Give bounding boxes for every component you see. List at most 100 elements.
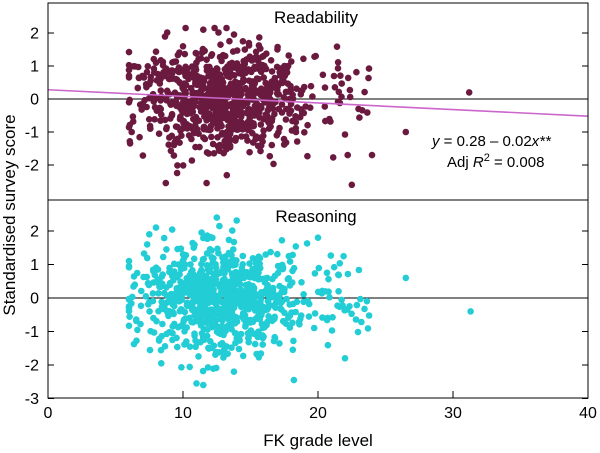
reasoning-point: [210, 365, 217, 373]
reasoning-point: [242, 323, 249, 330]
readability-point: [129, 113, 137, 120]
reasoning-point: [158, 360, 165, 367]
readability-point: [341, 131, 349, 138]
readability-point: [164, 68, 171, 76]
readability-point: [298, 109, 306, 117]
reasoning-point: [363, 297, 371, 305]
readability-point: [221, 143, 229, 150]
reasoning-point: [138, 287, 145, 295]
reasoning-point: [186, 279, 194, 286]
readability-point: [163, 97, 170, 104]
readability-point: [234, 104, 241, 112]
reasoning-point: [246, 273, 253, 281]
readability-point: [232, 83, 240, 90]
reasoning-point: [204, 364, 212, 371]
reasoning-point: [203, 262, 211, 269]
readability-point: [255, 75, 262, 83]
reasoning-point: [145, 301, 152, 308]
readability-point: [189, 88, 196, 96]
readability-point: [246, 90, 253, 98]
readability-point: [288, 58, 295, 65]
readability-point: [239, 71, 246, 78]
readability-point: [143, 68, 151, 76]
reasoning-point: [334, 302, 341, 310]
readability-point: [285, 105, 292, 113]
readability-point: [145, 116, 153, 123]
reasoning-point: [260, 303, 267, 311]
readability-point: [150, 98, 158, 105]
readability-point: [255, 62, 263, 69]
readability-point: [213, 89, 221, 96]
reasoning-point: [146, 308, 153, 315]
readability-point: [211, 24, 218, 32]
reasoning-point: [183, 338, 190, 345]
reasoning-point: [179, 251, 187, 258]
readability-point: [125, 74, 133, 81]
readability-point: [203, 99, 211, 106]
readability-point: [179, 162, 187, 169]
readability-point: [245, 105, 252, 113]
readability-point: [285, 88, 293, 95]
reasoning-point: [249, 318, 257, 326]
reasoning-point: [328, 327, 336, 334]
readability-point: [130, 63, 137, 70]
readability-point: [344, 74, 352, 82]
readability-point: [300, 55, 307, 63]
reasoning-point: [174, 343, 181, 351]
x-tick-label: 40: [579, 405, 597, 422]
readability-point: [293, 138, 301, 145]
readability-point: [348, 181, 356, 189]
reasoning-point: [183, 324, 190, 331]
readability-point: [203, 117, 210, 124]
reasoning-point: [251, 340, 259, 348]
reasoning-point: [146, 346, 154, 354]
readability-point: [170, 58, 178, 66]
reasoning-point: [237, 286, 245, 294]
readability-point: [225, 90, 233, 97]
reasoning-point: [133, 316, 140, 323]
reasoning-point: [326, 294, 333, 301]
reasoning-point: [295, 318, 303, 326]
readability-point: [267, 123, 274, 130]
reasoning-point: [292, 243, 300, 250]
readability-point: [208, 133, 215, 141]
reasoning-point: [163, 299, 170, 307]
reasoning-point: [170, 260, 178, 268]
readability-point: [268, 141, 276, 149]
readability-point: [255, 34, 263, 41]
reasoning-point: [224, 350, 231, 358]
readability-point: [356, 114, 363, 121]
reasoning-point: [192, 337, 199, 345]
reasoning-point: [199, 367, 207, 375]
readability-point: [249, 129, 256, 137]
readability-point: [211, 80, 219, 88]
reasoning-point: [187, 261, 194, 268]
readability-point: [226, 125, 233, 132]
readability-point: [261, 62, 268, 70]
reasoning-point: [239, 352, 247, 360]
reasoning-point: [303, 240, 311, 247]
readability-point: [365, 65, 373, 72]
reasoning-point: [218, 322, 226, 330]
readability-point: [218, 75, 226, 83]
reasoning-point: [152, 224, 160, 231]
readability-point: [201, 47, 208, 55]
readability-point: [300, 83, 308, 91]
readability-point: [338, 93, 345, 101]
reasoning-point: [238, 264, 246, 272]
reasoning-point: [242, 296, 250, 303]
reasoning-point: [355, 266, 363, 274]
readability-point: [221, 52, 229, 60]
readability-point: [197, 74, 204, 81]
readability-point: [334, 59, 342, 66]
reasoning-point: [158, 305, 166, 313]
readability-point: [260, 127, 267, 134]
reasoning-point: [262, 251, 270, 258]
readability-point: [242, 84, 249, 92]
readability-point: [255, 42, 263, 49]
reasoning-point: [324, 341, 332, 349]
readability-point: [272, 98, 279, 106]
reasoning-point: [229, 271, 236, 279]
readability-point: [192, 49, 200, 57]
adjusted-r-squared: Adj R2 = 0.008: [447, 152, 544, 171]
